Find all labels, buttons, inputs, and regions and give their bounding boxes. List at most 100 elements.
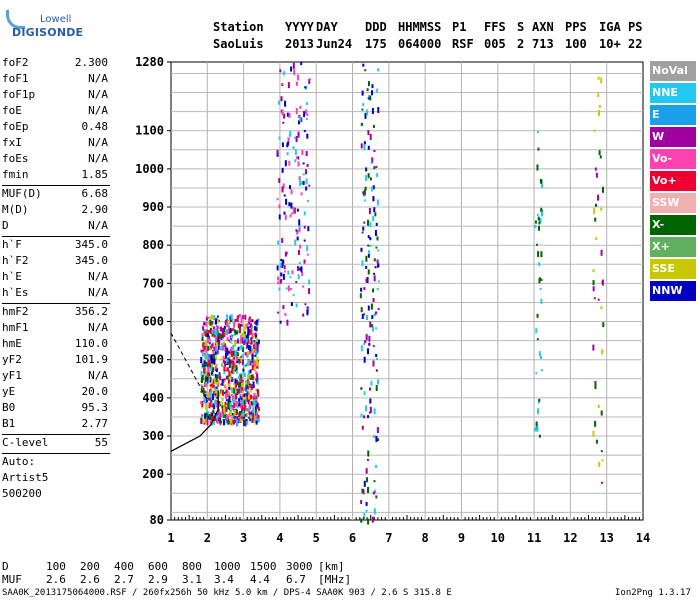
data-point [227, 391, 230, 394]
data-point [251, 417, 254, 423]
data-point [219, 346, 222, 351]
data-point [210, 320, 213, 325]
data-point [293, 137, 296, 140]
data-point [295, 136, 298, 143]
data-point [282, 71, 285, 76]
data-point [280, 96, 283, 102]
data-point [367, 518, 370, 525]
data-point [223, 419, 226, 426]
data-point [214, 377, 217, 384]
data-point [363, 480, 366, 487]
data-point [289, 130, 292, 137]
data-point [211, 413, 214, 417]
header-label: HHMMSS [398, 20, 442, 34]
data-point [249, 345, 252, 352]
data-point [230, 335, 233, 339]
data-point [593, 208, 596, 215]
data-point [241, 400, 244, 405]
legend-item: W [650, 127, 696, 147]
legend-item: Vo- [650, 149, 696, 169]
param-value: N/A [88, 219, 108, 232]
data-point [222, 357, 225, 364]
data-point [243, 326, 246, 329]
data-point [367, 450, 370, 457]
data-point [369, 95, 372, 101]
data-point [593, 297, 596, 300]
data-point [245, 346, 248, 349]
data-point [281, 144, 284, 148]
data-point [231, 378, 234, 382]
data-point [257, 390, 260, 397]
data-point [236, 330, 239, 335]
data-point [279, 262, 282, 268]
data-point [201, 375, 204, 378]
data-point [224, 360, 227, 367]
data-point [235, 365, 238, 370]
data-point [256, 360, 259, 367]
data-point [252, 344, 255, 348]
data-point [207, 353, 210, 359]
data-point [234, 369, 237, 372]
data-point [205, 380, 208, 387]
param-name: D [2, 219, 9, 232]
data-point [369, 321, 372, 328]
digisonde-logo: Lowell DIGISONDE [4, 8, 83, 42]
data-point [230, 360, 233, 364]
data-point [207, 366, 210, 373]
data-point [278, 178, 281, 184]
data-point [239, 403, 242, 409]
data-point [306, 200, 309, 203]
header-value: 22 [628, 37, 643, 51]
data-point [285, 287, 288, 290]
param-name: foF1p [2, 88, 36, 101]
param-row: h`Es N/A [2, 286, 108, 302]
data-point [598, 150, 601, 156]
data-point [367, 348, 370, 355]
data-point [250, 326, 253, 329]
data-point [239, 418, 242, 422]
data-point [241, 332, 244, 337]
data-point [224, 352, 227, 359]
data-point [210, 323, 213, 328]
data-point [598, 104, 601, 108]
data-point [248, 414, 251, 418]
legend-item: X+ [650, 237, 696, 257]
data-point [251, 354, 254, 360]
data-point [205, 347, 208, 353]
data-point [229, 355, 232, 358]
data-point [308, 78, 311, 81]
data-point [235, 382, 238, 385]
data-point [538, 221, 541, 225]
data-point [238, 362, 241, 365]
data-point [233, 321, 236, 327]
data-point [240, 376, 243, 383]
auto-text: 500200 [2, 487, 42, 500]
data-point [221, 408, 224, 414]
header-label: FFS [484, 20, 506, 34]
distance-value: 400 [114, 560, 134, 573]
muf-value: 2.6 [46, 573, 66, 586]
data-point [220, 363, 223, 367]
y-tick-label: 80 [150, 513, 164, 527]
data-point [209, 316, 212, 320]
data-point [218, 401, 221, 406]
data-point [219, 326, 222, 332]
data-point [251, 332, 254, 339]
data-point [257, 407, 260, 412]
data-point [253, 335, 256, 338]
data-point [368, 335, 371, 342]
data-point [225, 314, 228, 320]
data-point [361, 90, 364, 96]
data-point [247, 374, 250, 380]
data-point [216, 413, 219, 417]
data-point [365, 167, 368, 172]
header-value: 2 [517, 37, 525, 51]
data-point [240, 323, 243, 327]
data-point [252, 411, 255, 414]
data-point [254, 349, 257, 356]
data-point [201, 400, 204, 407]
data-point [221, 389, 224, 396]
data-point [253, 416, 256, 421]
data-point [255, 378, 258, 383]
data-point [239, 342, 242, 345]
